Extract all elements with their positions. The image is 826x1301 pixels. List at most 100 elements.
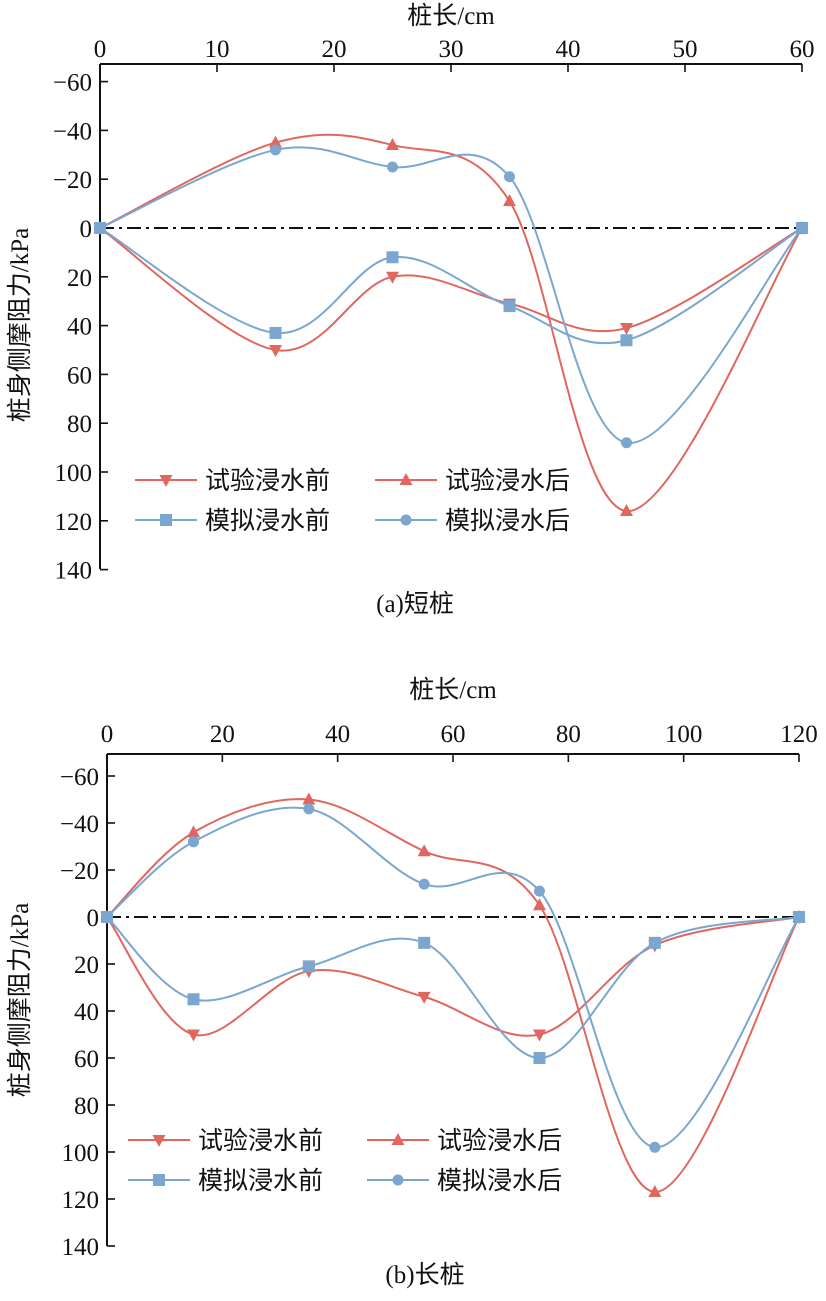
x-tick-label: 50 [673,36,698,63]
series-1 [93,133,809,517]
data-point [188,836,199,848]
x-tick-label: 120 [780,721,818,748]
y-tick-label: −40 [60,811,99,838]
x-tick-label: 20 [322,36,347,63]
data-point [534,885,545,897]
x-tick-label: 40 [325,721,350,748]
legend-marker [400,514,412,526]
chart-panel-b: 0 20 40 60 80 100 120 −60 −40 −20 0 20 40 60 80 100 120 1… [6,676,818,1289]
y-tick-label: 140 [62,1234,100,1261]
legend-marker [159,475,173,487]
data-point [187,825,200,838]
x-tick-label: 20 [210,721,235,748]
chart-panel-a: 0 10 20 30 40 50 60 −60 −40 −20 0 20 40 60 80 100 120 140… [6,2,815,618]
data-point [796,222,808,234]
data-point [533,898,546,911]
series-line [99,227,803,352]
data-point [418,878,430,890]
data-point [418,936,431,949]
series-line [106,916,800,1060]
data-point [620,323,633,336]
y-axis-title: 桩身侧摩阻力/kPa [6,903,34,1097]
data-point [793,911,805,923]
legend-marker [391,1133,405,1145]
data-point [621,437,632,449]
data-point [417,844,431,857]
series-line [106,798,800,1193]
series-line [106,806,800,1149]
legend-marker [152,1135,166,1147]
data-point [504,171,515,183]
y-tick-label: −40 [53,118,92,145]
y-tick-label: 40 [74,999,99,1026]
data-point [648,936,661,949]
y-axis-title: 桩身侧摩阻力/kPa [6,228,34,422]
data-point [269,345,282,357]
series-0 [93,223,809,357]
x-tick-label: 0 [101,721,114,748]
x-tick-label: 60 [441,721,466,748]
y-tick-label: −20 [60,858,99,885]
series-line [99,133,803,513]
y-tick-label: 100 [62,1140,100,1167]
legend-marker [399,473,413,485]
data-point [386,138,399,151]
series-line [106,916,800,1037]
legend-label: 试验浸水前 [198,1127,323,1155]
series-line [99,146,803,444]
data-point [620,504,633,517]
data-point [386,251,399,264]
legend-label: 模拟浸水前 [198,1167,323,1195]
y-tick-label: −20 [53,167,92,194]
series-2 [101,911,805,1064]
data-point [187,1029,200,1042]
y-tick-label: 60 [74,1046,99,1073]
y-tick-label: 80 [74,1093,99,1120]
y-tick-label: 0 [80,216,93,243]
data-point [533,1029,546,1042]
x-tick-label: 30 [439,36,464,63]
legend-label: 模拟浸水后 [437,1167,562,1195]
data-point [620,334,633,347]
y-tick-label: 140 [55,558,93,585]
x-tick-label: 100 [665,721,703,748]
y-tick-label: 0 [87,905,100,932]
data-point [503,300,516,313]
series-line [99,227,803,345]
x-tick-label: 60 [790,36,815,63]
data-point [533,1052,546,1064]
x-tick-label: 0 [94,36,107,63]
data-point [94,222,106,234]
chart-caption: (b)长桩 [385,1261,464,1289]
data-point [649,1141,661,1153]
chart-caption: (a)短桩 [376,590,454,618]
y-tick-label: 40 [67,314,92,341]
data-point [187,993,200,1006]
data-point [302,792,316,805]
y-tick-label: 120 [55,509,93,536]
y-tick-label: 120 [62,1187,100,1214]
y-tick-label: 100 [55,460,93,487]
data-point [269,326,282,339]
series-0 [100,912,806,1042]
data-point [387,161,398,173]
x-tick-label: 80 [556,721,581,748]
data-point [270,144,281,156]
y-tick-label: 20 [74,952,99,979]
data-point [386,271,399,284]
legend-marker [160,514,172,526]
legend-label: 模拟浸水前 [205,507,330,535]
legend-label: 试验浸水后 [445,467,570,495]
x-tick-label: 40 [556,36,581,63]
x-axis-title: 桩长/cm [407,2,495,30]
x-tick-label: 10 [205,36,230,63]
legend-label: 试验浸水后 [437,1127,562,1155]
data-point [503,194,516,207]
y-tick-label: −60 [60,764,99,791]
y-tick-label: 60 [67,362,92,389]
x-axis-title: 桩长/cm [409,676,497,704]
data-point [417,991,431,1004]
legend-marker [392,1174,404,1186]
series-3 [94,144,808,449]
